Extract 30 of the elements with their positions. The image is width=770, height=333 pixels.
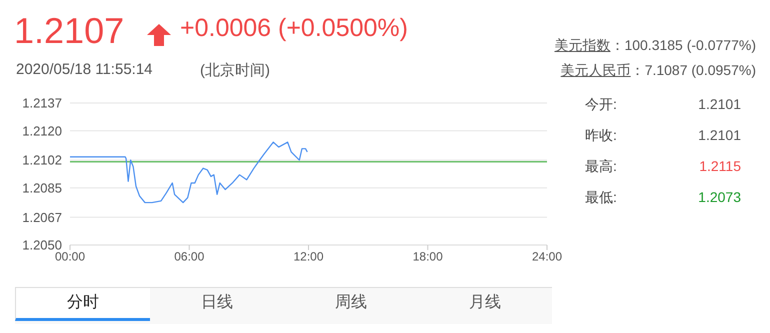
- chart-subtitle: +0.0006 (+0.0500%): [180, 14, 408, 43]
- y-tick-label: 1.2067: [22, 210, 62, 225]
- line-series: [70, 142, 308, 204]
- x-tick-label: 18:00: [412, 250, 444, 264]
- text: ：7.1087 (0.0957%): [630, 62, 756, 78]
- text: 今开:: [585, 96, 617, 114]
- text: 分时: [15, 288, 150, 321]
- y-tick-label: 1.2137: [22, 96, 62, 111]
- text: 美元指数: [554, 37, 610, 53]
- text: 周线: [334, 292, 368, 313]
- text: 美元人民币: [560, 62, 631, 78]
- text: ：100.3185 (-0.0777%): [610, 37, 756, 53]
- x-tick-label: 24:00: [532, 250, 562, 264]
- text: 1.2115: [698, 158, 741, 174]
- text: 1.2101: [697, 127, 741, 143]
- text: (北京时间): [200, 61, 270, 80]
- y-tick-label: 1.2120: [22, 123, 62, 138]
- text: 最低:: [585, 189, 617, 207]
- x-tick-label: 12:00: [293, 250, 324, 264]
- text: 日线: [200, 292, 234, 313]
- x-tick-label: 06:00: [174, 250, 205, 264]
- y-tick-label: 1.2085: [22, 180, 62, 196]
- text: 1.2073: [697, 189, 741, 205]
- chart-title: 1.2107: [14, 10, 124, 52]
- text: 最高:: [585, 158, 617, 176]
- text: 月线: [468, 292, 502, 313]
- text: 昨收:: [585, 127, 617, 145]
- y-tick-label: 1.2102: [22, 152, 62, 168]
- text: 1.2101: [697, 96, 741, 112]
- text: 2020/05/18 11:55:14: [16, 61, 153, 78]
